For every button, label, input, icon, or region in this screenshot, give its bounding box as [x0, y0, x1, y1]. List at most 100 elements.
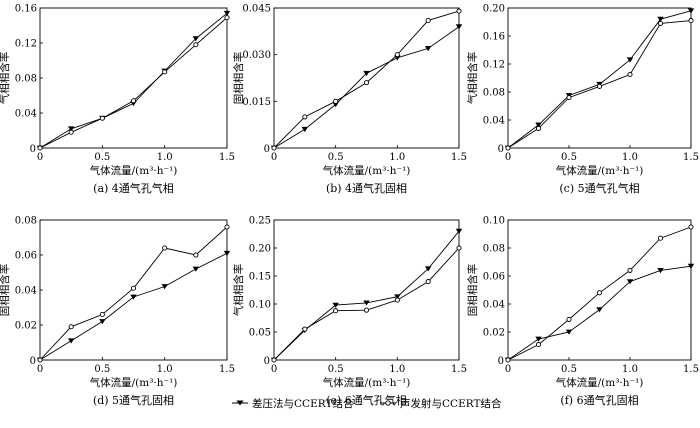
data-point-triangle	[687, 8, 695, 14]
chart-panel-3: 0 0.5 1.0 1.5 0 0.04 0.08 0.12 0.16 0.20 气体流量/(m³·…	[466, 4, 699, 196]
data-point-circle	[657, 20, 664, 26]
x-tick-label: 1.5	[219, 364, 235, 375]
legend-label-series1: 差压法与CCERT结合	[252, 397, 354, 410]
data-point-triangle	[161, 284, 168, 290]
data-point-circle	[37, 357, 43, 363]
y-tick-label: 0.20	[249, 244, 271, 255]
y-tick-label: 0.04	[15, 109, 37, 120]
y-tick-label: 0.15	[249, 272, 271, 283]
data-point-circle	[99, 311, 105, 318]
panels: 0 0.5 1.0 1.5 0 0.04 0.08 0.12 0.16 气体流量/(m³·h⁻¹)…	[0, 4, 699, 408]
x-tick-label: 0.5	[328, 364, 344, 375]
data-point-triangle	[363, 300, 370, 306]
y-axis-label: 固相相含率	[232, 52, 245, 105]
legend: 差压法与CCERT结合 声发射与CCERT结合	[232, 397, 502, 410]
data-point-triangle	[535, 122, 542, 128]
data-point-circle	[505, 145, 511, 151]
chart-panel-6: 0 0.5 1.0 1.5 0 0.02 0.04 0.06 0.08 0.10 气体流量/(m³·…	[466, 216, 699, 408]
y-tick-label: 0.05	[249, 328, 271, 339]
plot-frame	[273, 7, 460, 149]
data-point-circle	[68, 129, 74, 135]
x-tick-label: 0.5	[561, 364, 577, 375]
data-point-circle	[193, 252, 199, 258]
x-tick-label: 1.5	[683, 152, 699, 163]
y-tick-label-zero: 0	[264, 356, 270, 367]
data-point-circle	[302, 326, 308, 332]
x-axis-label: 气体流量/(m³·h⁻¹)	[90, 164, 178, 177]
data-point-triangle	[596, 307, 603, 313]
data-point-circle	[394, 297, 400, 303]
x-tick-label: 0	[37, 152, 43, 163]
data-point-triangle	[192, 36, 200, 42]
y-axis-label: 气相相含率	[232, 264, 245, 317]
data-point-triangle	[332, 102, 339, 108]
data-point-triangle	[67, 126, 75, 132]
data-point-triangle	[67, 338, 75, 344]
series-line-1	[507, 10, 692, 149]
y-tick-label: 0.25	[249, 216, 271, 227]
data-point-circle	[68, 324, 74, 330]
y-tick-label-zero: 0	[30, 144, 36, 155]
data-point-circle	[130, 285, 137, 291]
y-tick-label-zero: 0	[264, 144, 270, 155]
y-axis-label: 气相相含率	[466, 52, 479, 105]
plot-frame	[39, 7, 228, 149]
data-point-circle	[535, 342, 542, 348]
data-point-triangle	[455, 228, 463, 234]
chart-panel-2: 0 0.5 1.0 1.5 0 0.015 0.030 0.045 气体流量/(m³·h⁻¹) 固…	[232, 4, 467, 196]
data-point-circle	[130, 98, 137, 104]
y-tick-label: 0.16	[483, 32, 505, 43]
data-point-circle	[333, 308, 339, 314]
data-point-triangle	[424, 266, 432, 272]
data-point-triangle	[332, 302, 339, 308]
data-point-circle	[363, 80, 370, 86]
plot-frame	[507, 7, 692, 149]
y-tick-label: 0.02	[15, 321, 37, 332]
series-line-1	[39, 12, 228, 149]
data-point-triangle	[626, 57, 634, 63]
x-axis-label: 气体流量/(m³·h⁻¹)	[556, 164, 644, 177]
x-tick-label: 1.5	[683, 364, 699, 375]
x-tick-label: 1.0	[389, 364, 405, 375]
data-point-circle	[627, 267, 633, 273]
data-point-triangle	[535, 336, 542, 342]
y-tick-label: 0.04	[483, 300, 505, 311]
y-tick-label: 0.16	[15, 4, 37, 15]
y-tick-label: 0.20	[483, 4, 505, 15]
plot-frame	[273, 219, 460, 361]
data-point-circle	[224, 15, 230, 21]
data-point-triangle	[657, 268, 664, 274]
x-tick-label: 0	[37, 364, 43, 375]
y-tick-label: 0.06	[15, 251, 37, 262]
legend-circle-marker	[385, 400, 391, 406]
series-line-1	[39, 252, 228, 361]
data-point-circle	[657, 235, 664, 241]
x-tick-label: 0	[505, 152, 511, 163]
x-tick-label: 1.0	[157, 364, 173, 375]
data-point-triangle	[99, 319, 106, 325]
panel-caption: (c) 5通气孔气相	[559, 181, 639, 195]
data-point-triangle	[626, 279, 634, 285]
series-line-2	[39, 17, 228, 149]
data-point-triangle	[192, 266, 200, 272]
y-tick-label: 0.015	[242, 97, 271, 108]
data-point-circle	[627, 71, 633, 78]
y-tick-label: 0.04	[15, 286, 37, 297]
data-point-triangle	[223, 10, 231, 17]
data-point-circle	[535, 125, 542, 131]
x-tick-label: 0	[271, 152, 277, 163]
data-point-circle	[566, 95, 572, 101]
data-point-triangle	[424, 46, 432, 52]
x-axis-label: 气体流量/(m³·h⁻¹)	[90, 376, 178, 389]
y-tick-label: 0.08	[483, 88, 505, 99]
x-axis-label: 气体流量/(m³·h⁻¹)	[323, 164, 411, 177]
data-point-circle	[224, 224, 230, 230]
series-line-1	[273, 230, 460, 361]
y-axis-label: 固相相含率	[0, 264, 11, 317]
x-tick-label: 1.5	[451, 364, 467, 375]
data-point-circle	[688, 224, 694, 230]
x-tick-label: 1.5	[219, 152, 235, 163]
data-point-circle	[271, 145, 277, 151]
series-line-1	[273, 26, 460, 149]
